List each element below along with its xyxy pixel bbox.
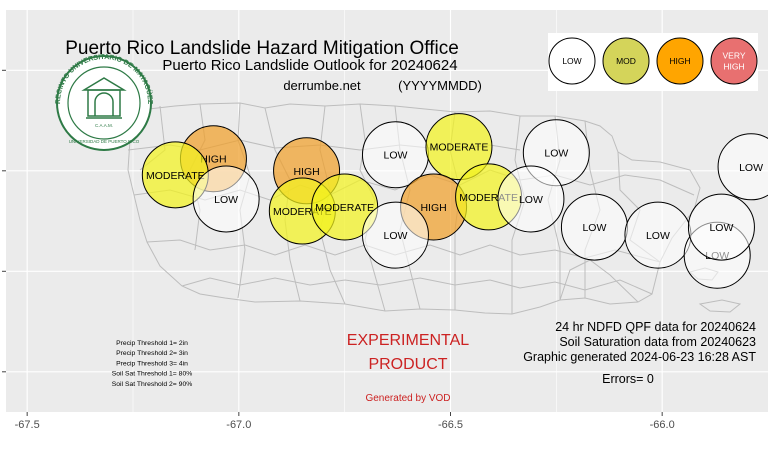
zone-low: LOW [497, 165, 565, 233]
errors-count: Errors= 0 [602, 372, 654, 386]
threshold-line: Precip Threshold 3= 4in [116, 360, 188, 367]
zone-label: HIGH [293, 166, 319, 178]
zone-moderate: MODERATE [311, 173, 379, 241]
generated-timestamp: Graphic generated 2024-06-23 16:28 AST [523, 350, 756, 364]
hazard-zones: HIGHHIGHMODERATELOWMODERATEMODERATELOWMO… [141, 113, 768, 289]
zone-label: MODERATE [315, 202, 374, 214]
product-label: PRODUCT [368, 356, 447, 373]
zone-label: LOW [739, 162, 763, 174]
legend-label: HIGH [723, 62, 744, 72]
threshold-line: Precip Threshold 1= 2in [116, 340, 188, 347]
legend-label: VERY [723, 51, 746, 61]
zone-low: LOW [361, 201, 429, 269]
x-tick-label: -67.0 [226, 419, 251, 431]
zone-moderate: MODERATE [141, 141, 209, 209]
x-tick-label: -66.0 [650, 419, 675, 431]
zone-low: LOW [560, 193, 628, 261]
zone-low: LOW [624, 201, 692, 269]
experimental-label: EXPERIMENTAL [347, 332, 470, 349]
soil-source-note: Soil Saturation data from 20240623 [559, 335, 756, 349]
legend-label: HIGH [669, 56, 690, 66]
zone-label: LOW [214, 194, 238, 206]
zone-label: MODERATE [430, 142, 489, 154]
seal-initials: C.A.A.M. [95, 123, 113, 128]
threshold-line: Soil Sat Threshold 2= 90% [112, 381, 193, 388]
generated-by-credit: Generated by VOD [365, 393, 450, 404]
zone-label: HIGH [420, 202, 446, 214]
zone-label: LOW [582, 222, 606, 234]
threshold-line: Soil Sat Threshold 1= 80% [112, 371, 193, 378]
y-axis [2, 69, 6, 373]
legend-item-mod: MOD [602, 37, 650, 85]
zone-label: HIGH [200, 154, 226, 166]
zone-low: LOW [687, 193, 755, 261]
zone-label: MODERATE [146, 170, 205, 182]
zone-low: LOW [361, 121, 429, 189]
page-title: Puerto Rico Landslide Hazard Mitigation … [65, 38, 459, 59]
legend-label: LOW [562, 56, 581, 66]
x-axis: -67.5 -67.0 -66.5 -66.0 [15, 412, 675, 431]
qpf-source-note: 24 hr NDFD QPF data for 20240624 [555, 320, 756, 334]
date-format-note: (YYYYMMDD) [398, 78, 482, 93]
site-link[interactable]: derrumbe.net [283, 78, 361, 93]
legend-item-high: HIGH [656, 37, 704, 85]
zone-low: LOW [192, 165, 260, 233]
legend-item-low: LOW [548, 37, 596, 85]
x-tick-label: -66.5 [438, 419, 463, 431]
seal-bottom-text: UNIVERSIDAD DE PUERTO RICO [69, 139, 140, 144]
x-tick-label: -67.5 [15, 419, 40, 431]
zone-label: LOW [384, 150, 408, 162]
zone-moderate: MODERATE [425, 113, 493, 181]
zone-label: LOW [646, 230, 670, 242]
zone-label: LOW [384, 230, 408, 242]
legend-label: MOD [616, 56, 636, 66]
zone-label: LOW [709, 222, 733, 234]
threshold-line: Precip Threshold 2= 3in [116, 350, 188, 357]
threshold-notes: Precip Threshold 1= 2in Precip Threshold … [112, 340, 193, 388]
zone-label: LOW [544, 148, 568, 160]
zone-label: LOW [519, 194, 543, 206]
zone-low: LOW [717, 133, 768, 201]
page-subtitle: Puerto Rico Landslide Outlook for 202406… [162, 57, 457, 74]
